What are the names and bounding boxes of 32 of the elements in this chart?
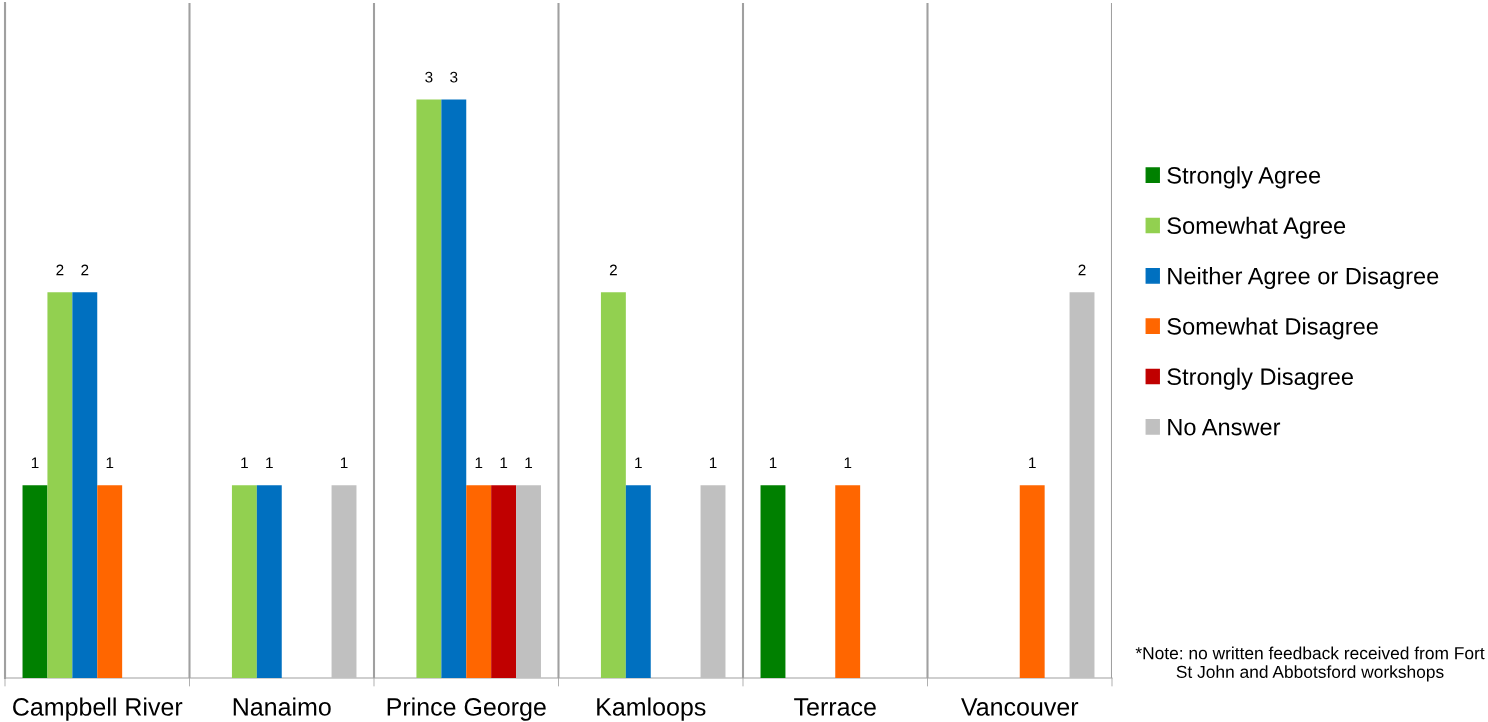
data-label: 1 bbox=[709, 457, 717, 469]
data-label: 2 bbox=[56, 264, 64, 276]
data-label: 1 bbox=[266, 457, 273, 469]
data-label: 1 bbox=[635, 457, 642, 469]
legend-label: Strongly Agree bbox=[1167, 166, 1321, 189]
legend-label: Strongly Disagree bbox=[1167, 367, 1353, 390]
data-label: 1 bbox=[1029, 457, 1036, 469]
x-tick-label: Terrace bbox=[794, 698, 876, 716]
data-label: 1 bbox=[340, 457, 348, 469]
x-tick-label: Vancouver bbox=[961, 698, 1079, 716]
legend-label: Somewhat Agree bbox=[1167, 216, 1346, 239]
x-tick-label: Kamloops bbox=[597, 697, 706, 721]
x-tick-label: Campbell River bbox=[13, 697, 183, 721]
legend-label: No Answer bbox=[1168, 418, 1281, 436]
data-label: 2 bbox=[1078, 264, 1086, 276]
data-label: 3 bbox=[425, 71, 433, 83]
data-label: 1 bbox=[31, 457, 39, 469]
data-label: 1 bbox=[769, 457, 777, 469]
text: *Note: no written feedback received from Fort St John and Abbotsford workshops bbox=[1135, 646, 1485, 682]
data-label: 1 bbox=[475, 457, 483, 469]
data-label: 3 bbox=[450, 71, 458, 83]
x-tick-label: Prince George bbox=[387, 697, 546, 721]
data-label: 1 bbox=[525, 457, 533, 469]
legend-label: Neither Agree or Disagree bbox=[1168, 267, 1439, 290]
data-label: 2 bbox=[81, 264, 89, 276]
data-label: 1 bbox=[500, 457, 508, 469]
legend-label: Somewhat Disagree bbox=[1167, 317, 1378, 340]
data-label: 1 bbox=[106, 457, 114, 469]
data-label: 1 bbox=[241, 457, 248, 469]
x-tick-label: Nanaimo bbox=[233, 697, 331, 716]
data-label: 2 bbox=[609, 264, 617, 276]
data-label: 1 bbox=[844, 457, 852, 469]
